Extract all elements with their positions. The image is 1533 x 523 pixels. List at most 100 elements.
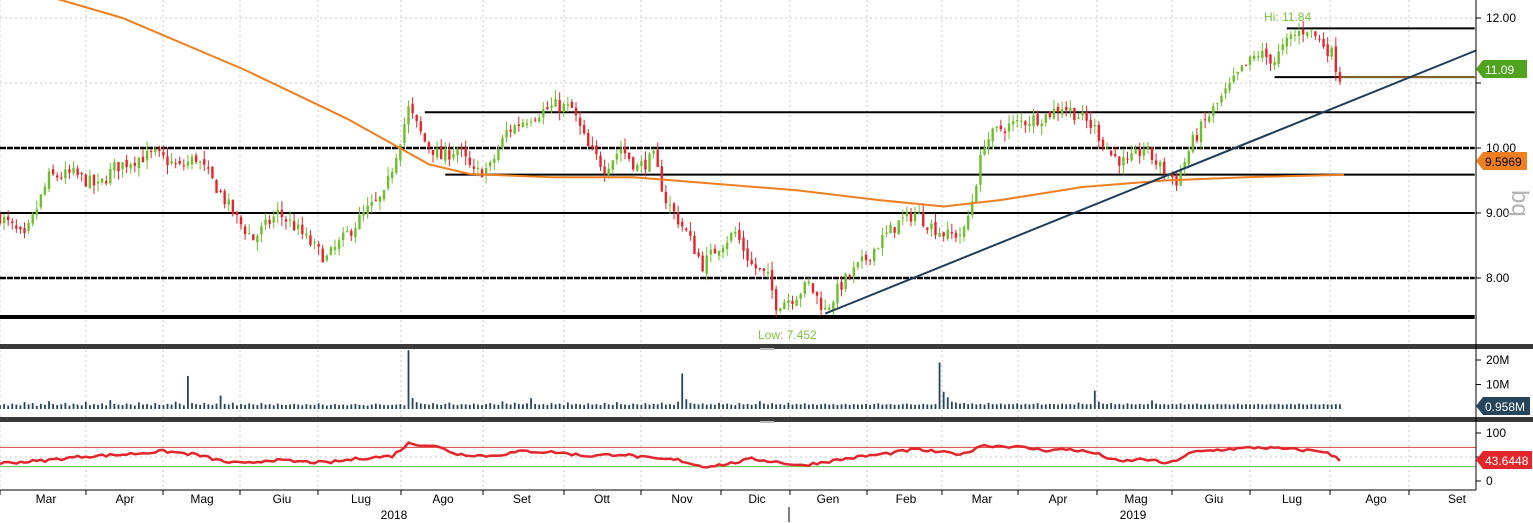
candle-body bbox=[1220, 96, 1223, 103]
volume-bar bbox=[440, 404, 443, 409]
candle-body bbox=[1085, 111, 1088, 121]
candle-body bbox=[709, 249, 713, 255]
volume-bar bbox=[174, 401, 177, 409]
rsi-tick-label: 100 bbox=[1486, 426, 1506, 440]
x-tick-label: Mar bbox=[972, 492, 993, 506]
candle-body bbox=[832, 301, 835, 311]
candle-body bbox=[823, 307, 827, 310]
candle-body bbox=[96, 181, 100, 184]
volume-bar bbox=[109, 400, 112, 409]
volume-bar bbox=[681, 373, 684, 409]
candle-body bbox=[1040, 123, 1043, 127]
candle-body bbox=[219, 190, 222, 192]
volume-bar bbox=[812, 404, 814, 409]
volume-bar bbox=[1024, 403, 1027, 409]
volume-bar bbox=[1020, 404, 1023, 409]
volume-bar bbox=[1085, 404, 1088, 409]
candle-body bbox=[922, 212, 925, 227]
volume-bar bbox=[272, 405, 275, 409]
volume-bar bbox=[1106, 404, 1108, 409]
volume-bar bbox=[362, 405, 365, 409]
volume-bar bbox=[191, 403, 193, 409]
candle-body bbox=[386, 175, 390, 189]
volume-bar bbox=[215, 403, 218, 409]
candle-body bbox=[276, 209, 279, 215]
volume-bar bbox=[1036, 403, 1039, 409]
volume-bar bbox=[293, 403, 296, 409]
volume-bar bbox=[493, 404, 496, 409]
candle-body bbox=[1056, 106, 1060, 113]
volume-bar bbox=[236, 405, 238, 409]
x-tick-label: Nov bbox=[671, 492, 692, 506]
candle-body bbox=[983, 147, 986, 155]
volume-bar bbox=[1269, 404, 1272, 409]
volume-bar bbox=[689, 403, 692, 409]
candle-body bbox=[730, 233, 733, 241]
candle-body bbox=[1318, 38, 1321, 40]
candle-body bbox=[448, 149, 451, 160]
volume-bar bbox=[1048, 403, 1051, 409]
candle-body bbox=[444, 148, 447, 161]
volume-bar bbox=[407, 350, 410, 409]
volume-bar bbox=[844, 403, 847, 409]
volume-bar bbox=[297, 404, 300, 409]
volume-bar bbox=[1196, 403, 1198, 409]
candle-body bbox=[701, 255, 704, 272]
candle-body bbox=[1248, 56, 1252, 65]
volume-bar bbox=[231, 402, 234, 409]
candle-body bbox=[656, 149, 659, 168]
volume-bar bbox=[738, 403, 741, 409]
candle-body bbox=[644, 159, 647, 170]
candle-body bbox=[570, 101, 574, 108]
volume-bar bbox=[432, 403, 434, 409]
volume-bar bbox=[489, 403, 492, 409]
x-tick-label: Dic bbox=[748, 492, 765, 506]
volume-bar bbox=[11, 403, 14, 409]
candle-body bbox=[1130, 153, 1133, 161]
candle-body bbox=[1265, 48, 1268, 58]
volume-bar bbox=[125, 403, 128, 409]
volume-bar bbox=[787, 402, 790, 409]
candle-body bbox=[374, 199, 378, 201]
hi-label: Hi: 11.84 bbox=[1264, 10, 1311, 24]
volume-bar bbox=[1163, 404, 1166, 409]
volume-bar bbox=[158, 404, 161, 409]
volume-bar bbox=[566, 402, 569, 409]
candle-body bbox=[713, 248, 717, 254]
candle-body bbox=[828, 307, 831, 310]
candle-body bbox=[803, 282, 806, 294]
candle-body bbox=[1032, 115, 1035, 126]
volume-bar bbox=[873, 404, 876, 409]
volume-bar bbox=[370, 404, 373, 409]
y-tick-label: 12.00 bbox=[1486, 11, 1516, 25]
trendline bbox=[824, 49, 1477, 315]
volume-bar bbox=[1285, 404, 1288, 409]
volume-bar bbox=[1191, 404, 1194, 409]
candle-body bbox=[873, 248, 876, 262]
volume-bar bbox=[1240, 404, 1243, 409]
candle-body bbox=[521, 122, 525, 127]
candle-body bbox=[35, 209, 38, 215]
volume-bar bbox=[1204, 404, 1207, 409]
candle-body bbox=[47, 171, 51, 189]
volume-bar bbox=[76, 404, 79, 409]
candle-body bbox=[640, 161, 643, 167]
volume-bar bbox=[693, 403, 696, 409]
volume-bar bbox=[1138, 403, 1141, 409]
volume-bar bbox=[460, 404, 463, 409]
volume-bar bbox=[472, 403, 475, 409]
candle-body bbox=[1073, 108, 1076, 121]
candle-body bbox=[1228, 82, 1231, 90]
candle-body bbox=[1252, 55, 1256, 60]
candle-body bbox=[1158, 161, 1162, 167]
volume-bar bbox=[995, 404, 998, 409]
volume-bar bbox=[1130, 404, 1133, 409]
candle-body bbox=[1093, 125, 1097, 127]
candle-body bbox=[807, 281, 811, 284]
candle-body bbox=[693, 235, 696, 255]
volume-bar bbox=[101, 403, 104, 409]
volume-bar bbox=[305, 404, 308, 409]
candle-body bbox=[717, 250, 721, 256]
candle-body bbox=[231, 199, 235, 215]
volume-bar bbox=[1032, 404, 1035, 409]
